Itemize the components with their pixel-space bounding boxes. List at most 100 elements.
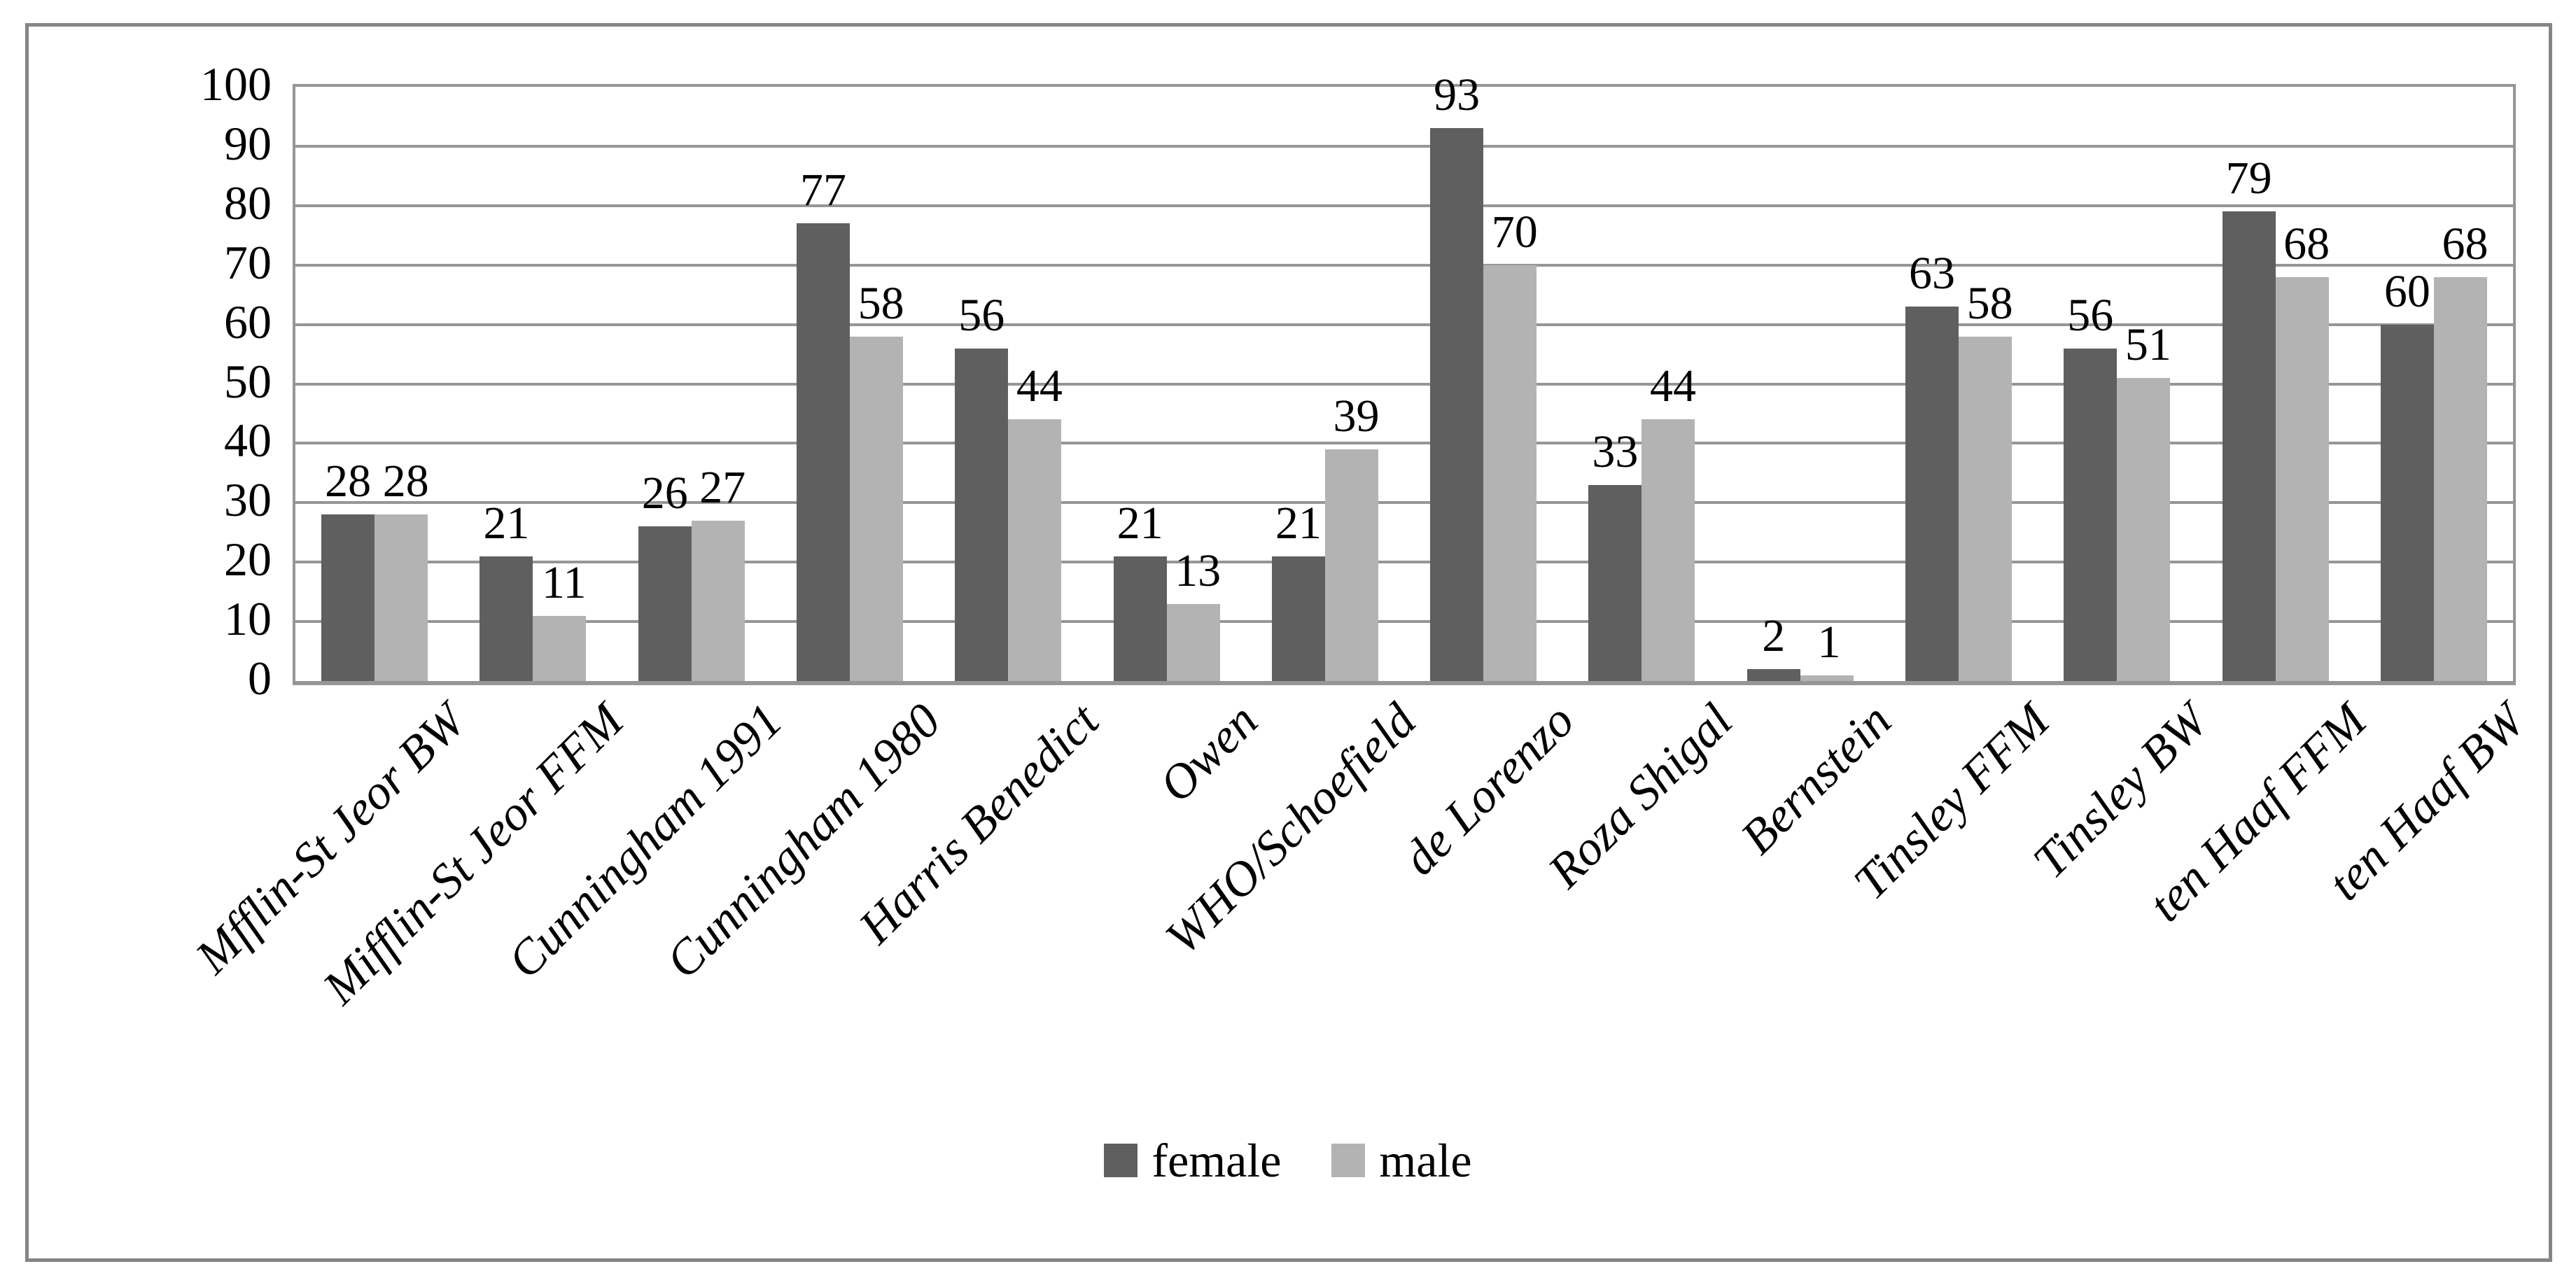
plot-area: 28 28 21 11 26 27 77 58 56 44 21 13 21 39 93 70 33 44 2 1 63…: [293, 72, 2516, 685]
bar-value-label: 33: [1592, 426, 1639, 477]
legend-swatch-male: [1331, 1144, 1366, 1177]
bar-value-label: 56: [2067, 289, 2114, 341]
bar-female: 26: [638, 470, 692, 681]
gridline: [295, 144, 2513, 148]
bar-value-label: 11: [541, 556, 587, 608]
bar-female: 93: [1430, 72, 1484, 681]
bar-female: 79: [2222, 155, 2276, 681]
bar-male: 11: [533, 559, 587, 681]
bar-value-label: 1: [1817, 616, 1841, 668]
bar-group: 56 44: [929, 87, 1087, 681]
x-category-label: Mifflin-St Jeor FFM: [313, 694, 635, 1015]
y-tick-label: 60: [224, 295, 272, 349]
bar-female: 60: [2380, 268, 2434, 681]
bar-female: 33: [1588, 428, 1642, 681]
bar-group: 21 11: [454, 87, 612, 681]
bar-value-label: 21: [483, 497, 530, 549]
bar-group: 33 44: [1562, 87, 1721, 681]
x-category-label: Owen: [1149, 694, 1268, 813]
x-category-label: ten Haaf FFM: [2138, 694, 2377, 932]
bar-group: 28 28: [295, 87, 454, 681]
bar-male: 68: [2275, 220, 2330, 681]
bar-male: 58: [849, 280, 904, 681]
x-category-label: Cunningham 1980: [656, 694, 951, 989]
legend-label: female: [1152, 1134, 1282, 1187]
bar-value-label: 21: [1116, 497, 1163, 549]
x-category-label: Roza Shigal: [1538, 694, 1744, 899]
bar-male: 27: [691, 464, 746, 681]
bar-value-label: 26: [641, 468, 688, 519]
bar-value-label: 44: [1650, 360, 1697, 412]
y-tick-label: 20: [224, 533, 272, 587]
y-tick-label: 50: [224, 354, 272, 408]
legend: female male: [0, 1137, 2576, 1184]
bar-value-label: 77: [799, 164, 846, 216]
gridline: [295, 382, 2513, 386]
bar-value-label: 39: [1333, 390, 1380, 442]
bar-male: 70: [1483, 209, 1538, 681]
bar-male: 68: [2433, 220, 2488, 681]
bar-group: 21 39: [1246, 87, 1404, 681]
bar-value-label: 44: [1016, 360, 1063, 412]
bar-male: 13: [1166, 547, 1221, 681]
bar-female: 77: [796, 167, 850, 681]
gridline: [295, 561, 2513, 564]
y-tick-label: 30: [224, 473, 272, 527]
bar-value-label: 60: [2384, 265, 2430, 317]
bar-female: 56: [955, 292, 1009, 681]
gridline: [295, 501, 2513, 505]
bar-value-label: 28: [382, 456, 429, 507]
gridline: [295, 263, 2513, 267]
bar-male: 51: [2117, 322, 2171, 681]
bar-value-label: 51: [2124, 319, 2171, 371]
legend-label: male: [1379, 1134, 1472, 1187]
y-tick-label: 90: [224, 116, 272, 170]
bar-group: 79 68: [2196, 87, 2354, 681]
bar-group: 21 13: [1087, 87, 1245, 681]
x-category-label: Tinsley FFM: [1843, 694, 2060, 911]
x-category-label: Cunningham 1991: [497, 694, 793, 989]
bar-group: 56 51: [2038, 87, 2196, 681]
gridline: [295, 442, 2513, 445]
bar-value-label: 93: [1434, 69, 1480, 121]
legend-swatch-female: [1104, 1144, 1138, 1177]
x-category-label: Bernstein: [1730, 694, 1902, 865]
bar-male: 1: [1800, 619, 1854, 681]
bar-value-label: 21: [1275, 497, 1322, 549]
bar-female: 21: [1113, 500, 1167, 681]
bar-value-label: 28: [325, 456, 372, 507]
x-category-label: WHO/Schoefield: [1155, 694, 1427, 965]
bar-female: 28: [321, 458, 375, 681]
legend-item-male: male: [1331, 1134, 1472, 1187]
bar-value-label: 68: [2442, 218, 2488, 269]
bar-female: 21: [479, 500, 533, 681]
bar-female: 21: [1271, 500, 1325, 681]
bar-value-label: 68: [2283, 218, 2330, 269]
bar-group: 93 70: [1404, 72, 1562, 681]
y-tick-label: 80: [224, 176, 272, 230]
gridline: [295, 204, 2513, 207]
bar-value-label: 27: [699, 461, 746, 513]
bar-value-label: 70: [1491, 206, 1538, 258]
y-tick-label: 100: [200, 57, 272, 111]
y-tick-label: 0: [248, 652, 272, 705]
bar-group: 26 27: [612, 87, 771, 681]
bar-value-label: 13: [1175, 545, 1222, 596]
y-tick-label: 10: [224, 592, 272, 646]
bar-male: 58: [1958, 280, 2013, 681]
bar-male: 28: [374, 458, 429, 681]
bar-female: 2: [1746, 613, 1800, 681]
bar-value-label: 79: [2225, 153, 2272, 204]
bar-female: 63: [1905, 251, 1959, 681]
y-tick-label: 40: [224, 414, 272, 468]
bar-value-label: 2: [1762, 610, 1786, 662]
y-tick-label: 70: [224, 235, 272, 289]
bar-group: 60 68: [2355, 87, 2513, 681]
bar-male: 44: [1008, 363, 1063, 681]
bar-group: 77 58: [771, 87, 929, 681]
bar-female: 56: [2064, 292, 2118, 681]
bar-value-label: 56: [958, 289, 1005, 341]
bar-group: 63 58: [1879, 87, 2038, 681]
